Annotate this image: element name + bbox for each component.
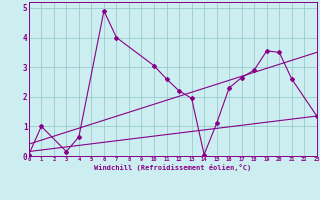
X-axis label: Windchill (Refroidissement éolien,°C): Windchill (Refroidissement éolien,°C) [94, 164, 252, 171]
